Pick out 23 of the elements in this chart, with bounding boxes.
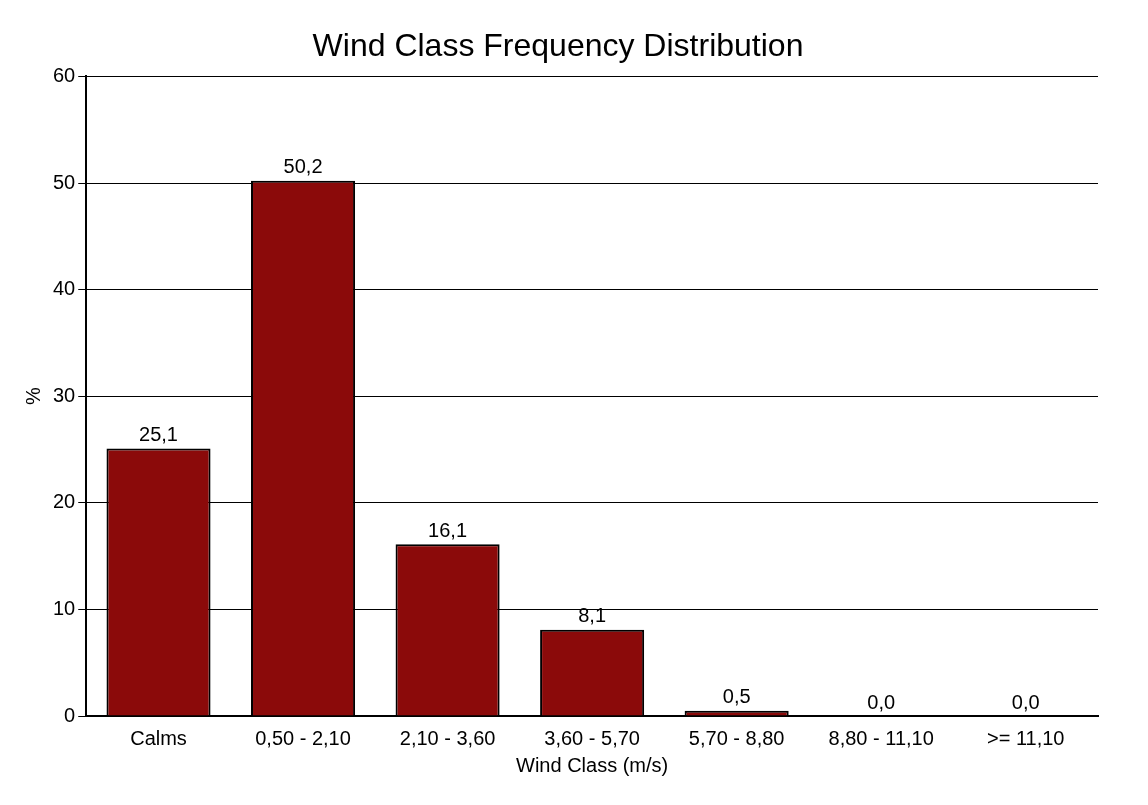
x-tick-label: 5,70 - 8,80 xyxy=(688,726,785,749)
y-tick-label: 20 xyxy=(53,490,76,513)
x-tick-label: 0,50 - 2,10 xyxy=(255,726,351,749)
x-tick-label: 2,10 - 3,60 xyxy=(399,726,496,749)
y-tick-label: 10 xyxy=(53,596,76,619)
data-label: 16,1 xyxy=(428,518,468,541)
data-label: 50,2 xyxy=(283,155,323,178)
chart-title: Wind Class Frequency Distribution xyxy=(312,27,804,64)
x-axis-title: Wind Class (m/s) xyxy=(516,753,669,776)
x-tick-label: >= 11,10 xyxy=(986,726,1065,749)
y-tick-label: 0 xyxy=(64,703,76,726)
data-label: 25,1 xyxy=(139,422,178,445)
y-tick-label: 50 xyxy=(53,170,76,193)
y-tick-label: 60 xyxy=(53,63,76,86)
x-tick-label: 8,80 - 11,10 xyxy=(828,726,934,749)
data-label: 0,5 xyxy=(722,685,751,708)
y-tick-label: 40 xyxy=(53,277,76,300)
x-tick-label: 3,60 - 5,70 xyxy=(544,726,640,749)
data-label: 0,0 xyxy=(867,690,896,713)
y-tick-label: 30 xyxy=(53,383,76,406)
y-axis-title: % xyxy=(21,387,44,406)
x-tick-label: Calms xyxy=(130,726,187,749)
data-label: 0,0 xyxy=(1011,690,1040,713)
